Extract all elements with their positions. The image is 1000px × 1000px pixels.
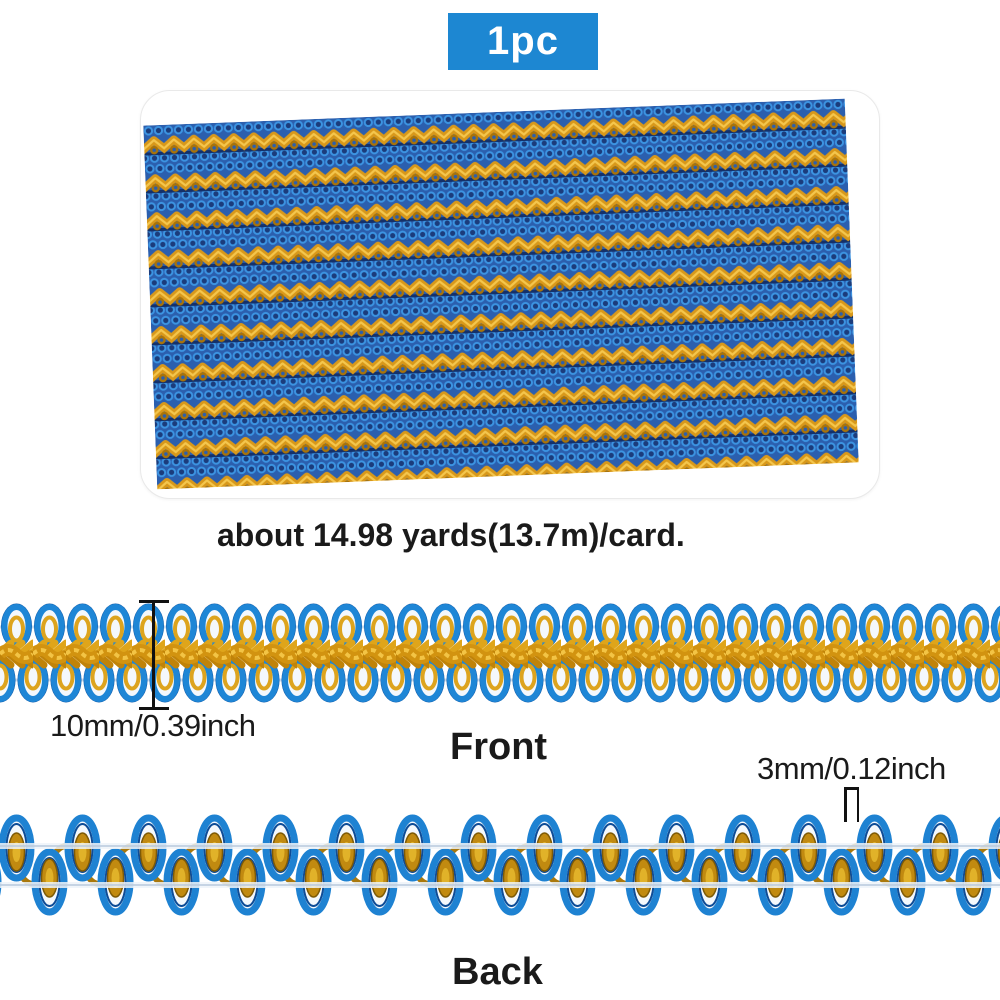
cord-width-label: 3mm/0.12inch bbox=[757, 751, 946, 786]
measure-vertical-line bbox=[152, 600, 155, 710]
cord-width-measure-icon bbox=[844, 787, 859, 822]
quantity-badge: 1pc bbox=[448, 13, 598, 70]
trim-back-photo bbox=[0, 808, 1000, 922]
back-label: Back bbox=[452, 951, 543, 993]
wound-trim-texture bbox=[143, 98, 859, 490]
trim-width-measure-icon bbox=[139, 600, 169, 710]
quantity-badge-label: 1pc bbox=[487, 19, 559, 63]
yardage-text: about 14.98 yards(13.7m)/card. bbox=[217, 517, 685, 553]
measure-bottom-cap bbox=[139, 707, 169, 710]
measure-left-leg bbox=[844, 787, 847, 822]
measure-right-leg bbox=[856, 787, 859, 822]
measure-top-cap bbox=[844, 787, 859, 790]
trim-front-photo bbox=[0, 601, 1000, 705]
front-label: Front bbox=[450, 726, 548, 768]
trim-width-label: 10mm/0.39inch bbox=[50, 708, 256, 743]
